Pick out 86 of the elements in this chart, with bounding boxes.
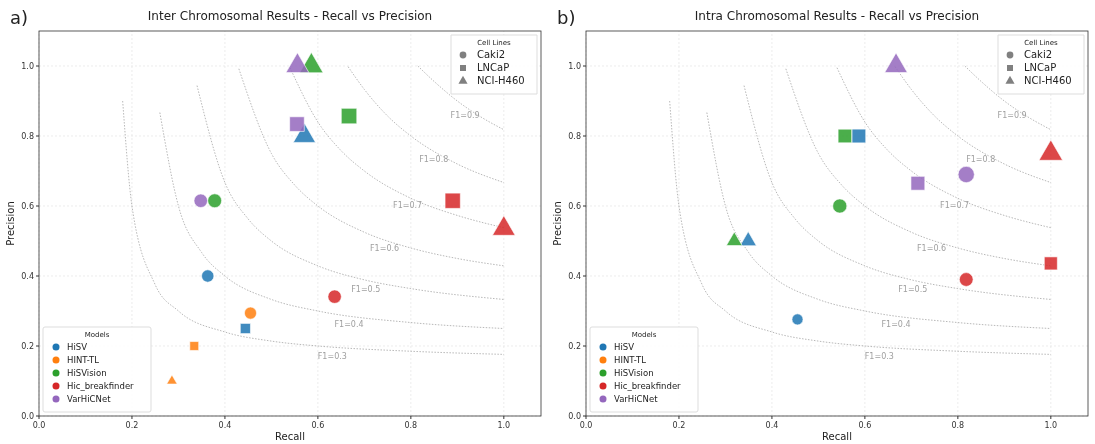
annotation: NCI-H460	[1024, 75, 1072, 86]
series-label: F1=0.8	[966, 154, 996, 164]
series-label: F1=0.3	[864, 351, 894, 361]
series-label: F1=0.7	[393, 201, 423, 211]
point	[240, 323, 251, 334]
point	[289, 116, 305, 132]
x-tick-label: 0.4	[765, 421, 779, 430]
x-tick-label: 1.0	[1044, 421, 1058, 430]
x-tick-label: 0.0	[579, 421, 593, 430]
legend-label: HINT-TL	[67, 355, 100, 365]
y-tick-label: 0.4	[21, 272, 34, 281]
series-label: F1=0.3	[317, 351, 347, 361]
x-tick-label: 0.6	[311, 421, 325, 430]
annotation: Caki2	[477, 49, 506, 60]
line-series	[706, 112, 1052, 329]
x-tick-label: 0.6	[858, 421, 872, 430]
point	[832, 198, 848, 214]
x-tick-label: 0.2	[672, 421, 686, 430]
y-tick-label: 1.0	[21, 62, 34, 71]
y-tick-label: 0.0	[568, 412, 581, 421]
series-label: F1=0.8	[419, 154, 449, 164]
point	[957, 166, 975, 183]
x-tick-label: 0.0	[32, 421, 46, 430]
y-tick-label: 0.8	[568, 132, 581, 141]
series-label: F1=0.7	[940, 201, 970, 211]
point	[959, 272, 974, 287]
series-label: F1=0.9	[450, 111, 480, 121]
point	[1043, 256, 1058, 271]
x-tick-label: 0.4	[218, 421, 232, 430]
point	[340, 108, 358, 125]
x-tick-label: 0.2	[125, 421, 139, 430]
line-series	[159, 112, 505, 329]
legend-label: VarHiCNet	[614, 394, 659, 404]
y-tick-label: 0.6	[568, 202, 581, 211]
point	[193, 193, 208, 208]
point	[201, 269, 215, 283]
y-tick-label: 1.0	[568, 62, 581, 71]
legend-label: VarHiCNet	[67, 394, 112, 404]
legend-label: Hic_breakfinder	[614, 381, 682, 391]
annotation: LNCaP	[477, 62, 510, 73]
point	[851, 128, 867, 144]
point	[910, 176, 926, 191]
point	[837, 128, 852, 144]
y-axis-title: Precision	[552, 201, 563, 246]
annotation: NCI-H460	[477, 75, 525, 86]
legend-label: HiSVision	[67, 368, 107, 378]
series-label: F1=0.6	[370, 244, 400, 254]
point	[189, 341, 199, 351]
x-tick-label: 0.8	[951, 421, 965, 430]
y-tick-label: 0.0	[21, 412, 34, 421]
point	[444, 192, 461, 209]
point	[739, 231, 757, 247]
point	[791, 313, 804, 326]
series-label: F1=0.4	[881, 319, 911, 329]
text: a)	[10, 7, 29, 28]
point	[327, 289, 342, 304]
y-tick-label: 0.8	[21, 132, 34, 141]
x-axis-title: Recall	[822, 431, 852, 442]
y-tick-label: 0.2	[21, 342, 34, 351]
annotation: LNCaP	[1024, 62, 1057, 73]
legend-label: HINT-TL	[614, 355, 647, 365]
annotation: Caki2	[1024, 49, 1053, 60]
y-tick-label: 0.6	[21, 202, 34, 211]
legend-label: HiSVision	[614, 368, 654, 378]
series-label: F1=0.9	[997, 111, 1027, 121]
legend-label: HiSV	[67, 342, 88, 352]
line-series	[196, 85, 505, 300]
point	[207, 193, 222, 208]
y-tick-label: 0.2	[568, 342, 581, 351]
chart-title: Inter Chromosomal Results - Recall vs Precision	[147, 9, 433, 23]
y-axis-title: Precision	[5, 201, 16, 246]
text: b)	[557, 7, 576, 28]
series-label: F1=0.4	[334, 319, 364, 329]
series-label: F1=0.5	[898, 285, 928, 295]
x-axis-title: Recall	[275, 431, 305, 442]
point	[244, 306, 257, 320]
legend-label: Hic_breakfinder	[67, 381, 135, 391]
series-label: F1=0.6	[917, 244, 947, 254]
point	[166, 374, 178, 385]
legend-label: HiSV	[614, 342, 635, 352]
chart-title: Intra Chromosomal Results - Recall vs Precision	[694, 9, 980, 23]
series-label: F1=0.5	[351, 285, 381, 295]
x-tick-label: 0.8	[404, 421, 418, 430]
x-tick-label: 1.0	[497, 421, 511, 430]
y-tick-label: 0.4	[568, 272, 581, 281]
line-series	[743, 85, 1052, 300]
